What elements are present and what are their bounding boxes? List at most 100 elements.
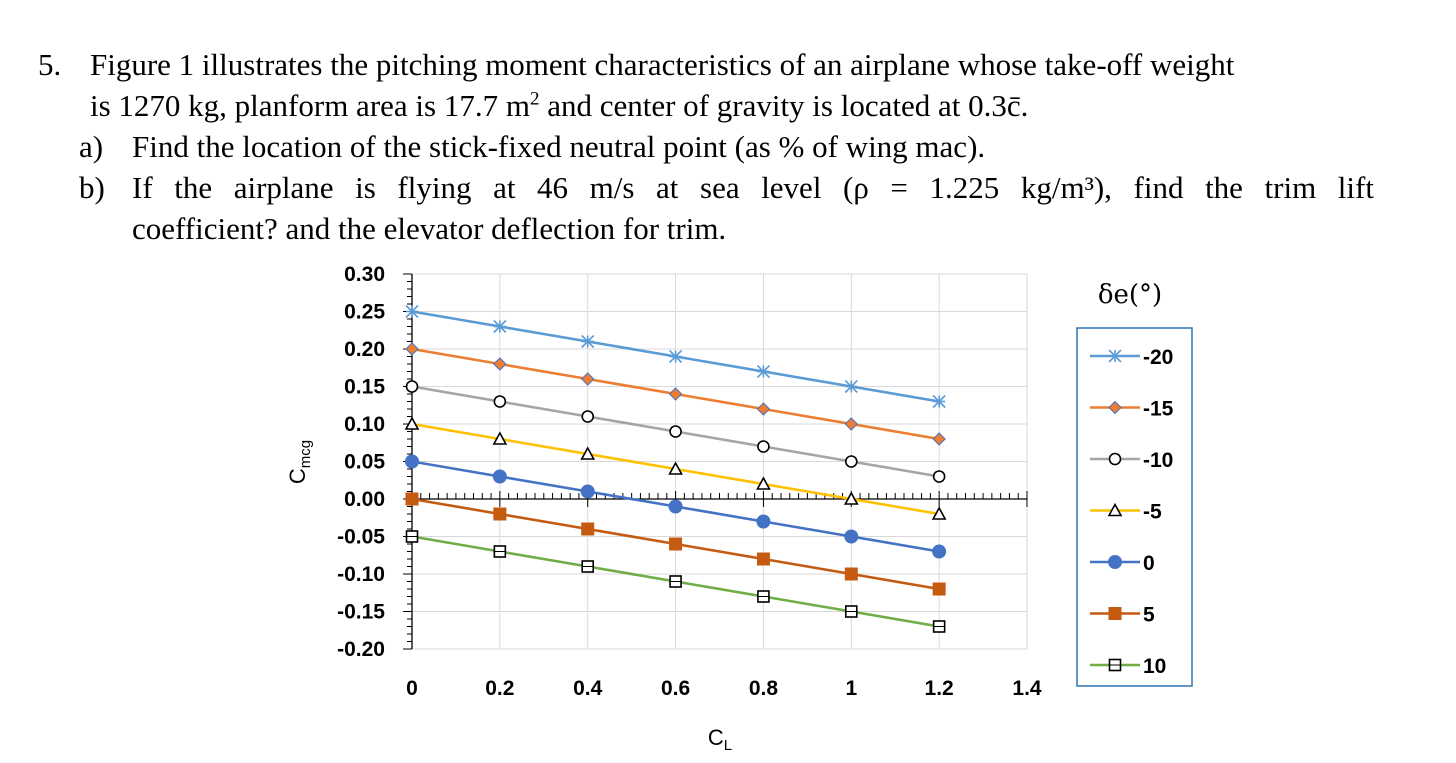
part-b-word: at — [656, 170, 679, 205]
data-point — [756, 476, 771, 490]
data-point — [580, 446, 596, 460]
legend-label: 10 — [1143, 655, 1166, 678]
marker-shape — [932, 432, 946, 446]
marker-shape — [932, 470, 946, 483]
data-point — [492, 469, 507, 484]
chart-axes: 0.300.250.200.150.100.050.00-0.05-0.10-0… — [285, 263, 1042, 754]
part-b-word: 46 — [537, 170, 569, 205]
series--10 — [405, 380, 946, 483]
legend-label: 5 — [1143, 604, 1155, 627]
data-point — [580, 484, 595, 499]
part-a: a) Find the location of the stick-fixed n… — [38, 126, 1398, 167]
y-tick-label: -0.15 — [337, 601, 385, 624]
data-point — [405, 380, 419, 393]
data-point — [669, 425, 682, 438]
part-b-text-2: coefficient? and the elevator deflection… — [132, 211, 727, 246]
part-b-word: find — [1133, 170, 1184, 205]
legend-marker — [1108, 555, 1122, 569]
marker-shape — [668, 387, 683, 401]
part-b: b) If the airplane is flying at 46 m/s at sea leve… — [38, 167, 1398, 208]
data-point — [405, 342, 419, 356]
part-b-word: flying — [397, 170, 472, 205]
marker-shape — [492, 431, 508, 445]
data-point — [844, 529, 859, 544]
problem-number: 5. — [38, 47, 62, 82]
part-b-line-2: coefficient? and the elevator deflection… — [38, 208, 1398, 249]
legend-marker — [1108, 607, 1122, 620]
data-point — [932, 544, 947, 559]
marker-shape — [580, 484, 595, 499]
y-axis-title: Cmcg — [285, 440, 314, 484]
marker-shape — [932, 544, 947, 559]
series--20 — [405, 304, 946, 409]
data-point — [581, 372, 595, 386]
data-point — [581, 560, 595, 573]
data-point — [756, 552, 770, 566]
legend-marker — [1108, 400, 1122, 415]
y-tick-label: 0.10 — [344, 413, 385, 436]
data-point — [581, 410, 595, 423]
marker-shape — [669, 425, 682, 438]
marker-shape — [932, 582, 946, 596]
data-point — [844, 417, 858, 431]
data-point — [756, 514, 771, 529]
marker-shape — [493, 357, 507, 371]
legend-marker — [1108, 658, 1122, 672]
chart-series — [404, 304, 947, 633]
legend-entry: -20 — [1090, 346, 1173, 369]
data-point — [843, 491, 859, 505]
part-b-label: b) — [79, 170, 105, 205]
marker-shape — [756, 476, 771, 490]
data-point — [668, 461, 683, 475]
marker-shape — [493, 395, 507, 408]
x-tick-label: 0 — [406, 677, 418, 700]
legend-entry: 5 — [1090, 604, 1155, 627]
part-b-word: at — [493, 170, 516, 205]
part-b-word: airplane — [233, 170, 334, 205]
x-tick-label: 1.4 — [1012, 677, 1042, 700]
part-b-text: If the airplane is flying at 46 m/s at sea level (ρ… — [132, 167, 1374, 208]
x-tick-label: 0.2 — [485, 677, 514, 700]
y-tick-label: 0.20 — [344, 338, 385, 361]
problem-text-2a: is 1270 kg, planform area is 17.7 m — [90, 88, 530, 123]
y-tick-label: -0.05 — [337, 526, 385, 549]
part-b-word: m/s — [589, 170, 635, 205]
legend-label: -5 — [1143, 501, 1162, 524]
marker-shape — [581, 410, 595, 423]
marker-shape — [844, 417, 858, 431]
part-a-label: a) — [79, 129, 104, 164]
part-b-word: is — [355, 170, 376, 205]
marker-shape — [756, 552, 770, 566]
series-5 — [405, 492, 946, 596]
legend-box — [1076, 327, 1193, 687]
data-point — [493, 357, 507, 371]
x-tick-label: 0.8 — [749, 677, 779, 700]
part-b-word: sea — [700, 170, 740, 205]
part-b-word: trim — [1264, 170, 1317, 205]
data-point — [932, 582, 946, 596]
data-point — [844, 605, 858, 618]
data-point — [932, 394, 946, 409]
part-b-word: lift — [1337, 170, 1374, 205]
problem-statement: 5. Figure 1 illustrates the pitching mome… — [38, 44, 1398, 249]
marker-shape — [405, 380, 419, 393]
part-b-word: kg/m³), — [1020, 170, 1112, 205]
legend-entry: -15 — [1090, 398, 1174, 421]
data-point — [932, 432, 946, 446]
data-point — [844, 379, 858, 394]
marker-shape — [405, 342, 419, 356]
legend-entry: -5 — [1090, 501, 1162, 524]
series-0 — [405, 454, 947, 559]
data-point — [493, 395, 507, 408]
part-b-word: 1.225 — [929, 170, 1000, 205]
legend-label: 0 — [1143, 552, 1155, 575]
series--5 — [404, 416, 947, 520]
marker-shape — [668, 461, 683, 475]
marker-shape — [580, 446, 596, 460]
marker-shape — [1108, 607, 1122, 620]
series-10 — [405, 530, 946, 633]
data-point — [669, 537, 683, 551]
marker-shape — [756, 514, 771, 529]
data-point — [493, 319, 507, 334]
